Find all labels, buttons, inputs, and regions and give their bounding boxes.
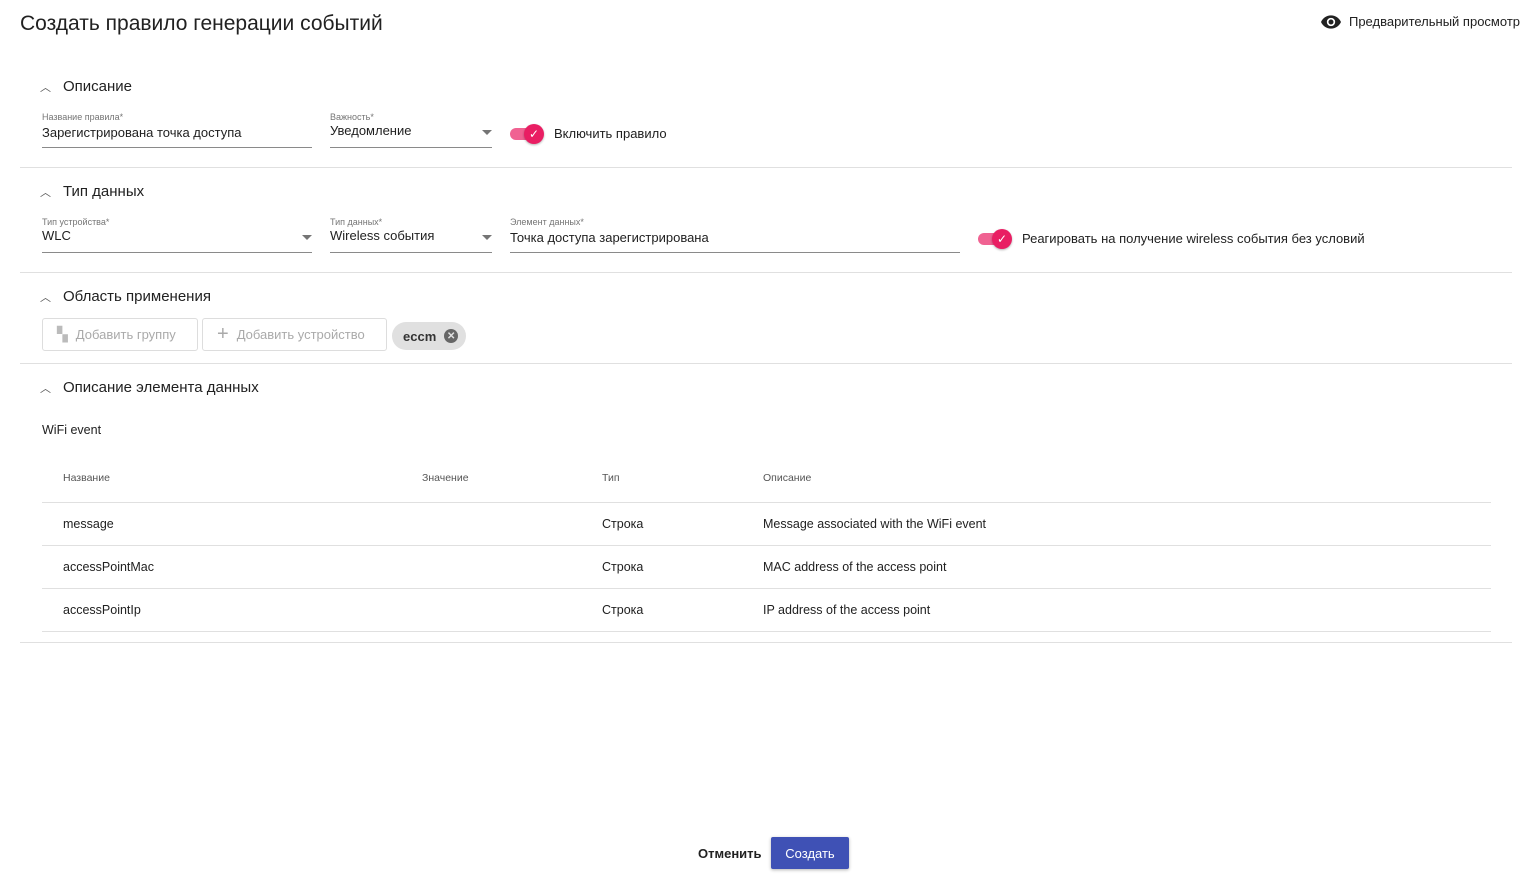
scope-chip: eccm ✕ [392, 322, 467, 350]
section-title: Описание [63, 78, 133, 95]
cell-value [422, 588, 602, 632]
check-icon: ✓ [992, 228, 1012, 249]
divider [20, 272, 1512, 273]
chip-label: eccm [403, 328, 437, 344]
cell-value [422, 502, 602, 546]
severity-select[interactable]: Важность* Уведомление [330, 112, 492, 148]
chevron-up-icon: ︿ [40, 186, 51, 199]
react-unconditional-toggle[interactable]: ✓ Реагировать на получение wireless событ… [978, 228, 1365, 249]
chevron-up-icon: ︿ [40, 81, 51, 94]
section-data-type-header[interactable]: ︿ Тип данных [40, 183, 144, 200]
data-element-field[interactable]: Элемент данных* Точка доступа зарегистрир… [510, 217, 960, 253]
enable-rule-toggle[interactable]: ✓ Включить правило [510, 123, 667, 144]
section-title: Область применения [63, 288, 211, 305]
field-value: WLC [42, 228, 71, 243]
field-value: Точка доступа зарегистрирована [510, 230, 709, 245]
table-row: accessPointIp Строка IP address of the acc… [42, 588, 1491, 632]
column-header: Описание [763, 455, 1491, 503]
cell-description: MAC address of the access point [763, 545, 1491, 589]
section-element-desc-header[interactable]: ︿ Описание элемента данных [40, 379, 259, 396]
preview-label: Предварительный просмотр [1348, 14, 1520, 29]
check-icon: ✓ [524, 123, 544, 144]
page-title: Создать правило генерации событий [20, 12, 383, 35]
table-row: accessPointMac Строка MAC address of the a… [42, 545, 1491, 589]
button-label: Добавить группу [75, 327, 176, 342]
toggle-label: Включить правило [554, 126, 667, 141]
button-label: Добавить устройство [236, 327, 365, 342]
add-group-button[interactable]: ▚ Добавить группу [42, 318, 198, 351]
add-device-button[interactable]: + Добавить устройство [202, 318, 387, 351]
close-icon[interactable]: ✕ [444, 329, 459, 343]
element-subtitle: WiFi event [42, 423, 102, 437]
cell-name: accessPointIp [42, 588, 422, 632]
divider [20, 167, 1512, 168]
field-label: Элемент данных* [510, 217, 584, 227]
dropdown-arrow-icon [302, 235, 312, 240]
cell-type: Строка [602, 545, 763, 589]
dropdown-arrow-icon [482, 130, 492, 135]
chevron-up-icon: ︿ [40, 291, 51, 304]
field-label: Тип данных* [330, 217, 383, 227]
cell-description: Message associated with the WiFi event [763, 502, 1491, 546]
cell-value [422, 545, 602, 589]
section-title: Тип данных [63, 183, 145, 200]
eye-icon [1320, 14, 1341, 29]
cancel-button[interactable]: Отменить [690, 838, 770, 869]
toggle-label: Реагировать на получение wireless событи… [1022, 231, 1365, 246]
plus-icon: + [217, 323, 229, 345]
cell-type: Строка [602, 502, 763, 546]
field-label: Название правила* [42, 112, 124, 122]
field-value: Уведомление [330, 123, 412, 138]
preview-button[interactable]: Предварительный просмотр [1320, 14, 1520, 29]
chevron-up-icon: ︿ [40, 382, 51, 395]
section-scope-header[interactable]: ︿ Область применения [40, 288, 211, 305]
cell-name: message [42, 502, 422, 546]
data-type-select[interactable]: Тип данных* Wireless события [330, 217, 492, 253]
section-title: Описание элемента данных [63, 379, 259, 396]
divider [20, 363, 1512, 364]
device-type-select[interactable]: Тип устройства* WLC [42, 217, 312, 253]
element-fields-table: Название Значение Тип Описание message Ст… [42, 455, 1491, 632]
field-label: Тип устройства* [42, 217, 110, 227]
column-header: Значение [422, 455, 602, 503]
group-tree-icon: ▚ [57, 326, 68, 342]
field-value: Wireless события [330, 228, 435, 243]
cell-description: IP address of the access point [763, 588, 1491, 632]
cell-type: Строка [602, 588, 763, 632]
column-header: Название [42, 455, 422, 503]
cell-name: accessPointMac [42, 545, 422, 589]
create-button[interactable]: Создать [771, 837, 849, 869]
field-value: Зарегистрирована точка доступа [42, 125, 242, 140]
table-row: message Строка Message associated with the… [42, 502, 1491, 546]
column-header: Тип [602, 455, 763, 503]
divider [20, 642, 1512, 643]
section-description-header[interactable]: ︿ Описание [40, 78, 132, 95]
field-label: Важность* [330, 112, 374, 122]
rule-name-field[interactable]: Название правила* Зарегистрирована точка … [42, 112, 312, 148]
dropdown-arrow-icon [482, 235, 492, 240]
